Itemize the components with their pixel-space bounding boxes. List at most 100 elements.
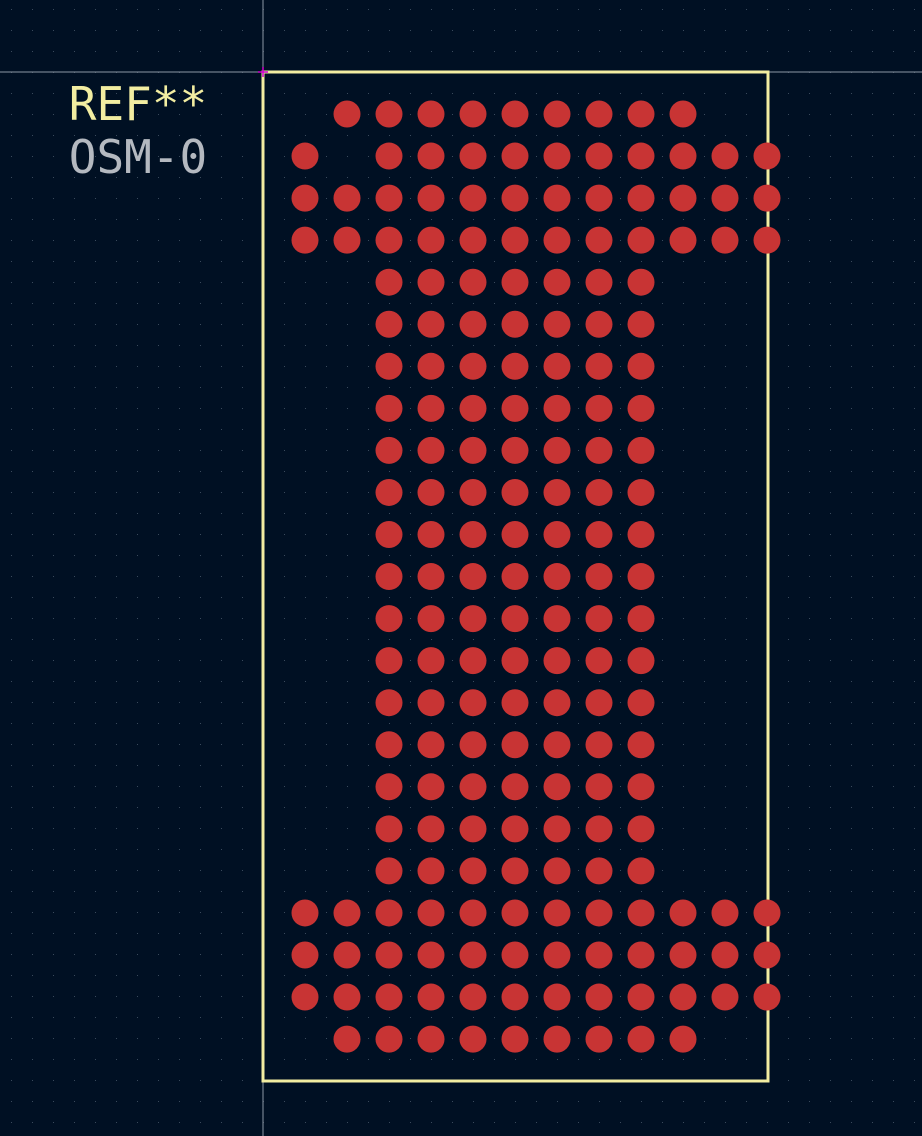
pad[interactable] bbox=[459, 352, 487, 380]
pad[interactable] bbox=[543, 394, 571, 422]
pad[interactable] bbox=[417, 983, 445, 1011]
pad[interactable] bbox=[459, 899, 487, 927]
pad[interactable] bbox=[585, 310, 613, 338]
pad[interactable] bbox=[753, 899, 781, 927]
pad[interactable] bbox=[333, 983, 361, 1011]
pad[interactable] bbox=[501, 773, 529, 801]
pad[interactable] bbox=[753, 226, 781, 254]
pad[interactable] bbox=[375, 394, 403, 422]
pad[interactable] bbox=[753, 941, 781, 969]
pad[interactable] bbox=[501, 983, 529, 1011]
pad[interactable] bbox=[417, 815, 445, 843]
pad[interactable] bbox=[627, 857, 655, 885]
pad[interactable] bbox=[459, 647, 487, 675]
pad[interactable] bbox=[627, 1025, 655, 1053]
pad[interactable] bbox=[585, 731, 613, 759]
pad[interactable] bbox=[375, 773, 403, 801]
pad[interactable] bbox=[501, 815, 529, 843]
pad[interactable] bbox=[627, 478, 655, 506]
pad[interactable] bbox=[291, 899, 319, 927]
pad[interactable] bbox=[375, 941, 403, 969]
pad[interactable] bbox=[585, 1025, 613, 1053]
pad[interactable] bbox=[543, 521, 571, 548]
value-label[interactable]: OSM-0 bbox=[69, 130, 207, 184]
pad[interactable] bbox=[501, 394, 529, 422]
pad[interactable] bbox=[501, 1025, 529, 1053]
pad[interactable] bbox=[543, 268, 571, 296]
pad[interactable] bbox=[711, 983, 739, 1011]
pad[interactable] bbox=[459, 478, 487, 506]
pad[interactable] bbox=[417, 899, 445, 927]
pad[interactable] bbox=[543, 689, 571, 717]
pad[interactable] bbox=[585, 773, 613, 801]
pad[interactable] bbox=[585, 605, 613, 633]
pad[interactable] bbox=[375, 142, 403, 170]
pad[interactable] bbox=[585, 394, 613, 422]
pad[interactable] bbox=[627, 563, 655, 591]
pad[interactable] bbox=[375, 436, 403, 464]
pad[interactable] bbox=[459, 100, 487, 128]
pad[interactable] bbox=[669, 184, 697, 212]
pad[interactable] bbox=[417, 605, 445, 633]
pad[interactable] bbox=[459, 394, 487, 422]
pad[interactable] bbox=[375, 563, 403, 591]
pad[interactable] bbox=[501, 563, 529, 591]
pad[interactable] bbox=[585, 352, 613, 380]
pad[interactable] bbox=[627, 521, 655, 548]
pad[interactable] bbox=[585, 689, 613, 717]
pad[interactable] bbox=[501, 857, 529, 885]
pad[interactable] bbox=[585, 521, 613, 548]
pad[interactable] bbox=[333, 184, 361, 212]
pad[interactable] bbox=[543, 142, 571, 170]
pad[interactable] bbox=[585, 647, 613, 675]
pad[interactable] bbox=[417, 941, 445, 969]
pad[interactable] bbox=[375, 1025, 403, 1053]
pad[interactable] bbox=[417, 521, 445, 548]
pad[interactable] bbox=[585, 184, 613, 212]
pad[interactable] bbox=[375, 226, 403, 254]
pad[interactable] bbox=[333, 226, 361, 254]
pad[interactable] bbox=[543, 184, 571, 212]
pad[interactable] bbox=[669, 941, 697, 969]
pad[interactable] bbox=[543, 941, 571, 969]
pad[interactable] bbox=[543, 310, 571, 338]
pad[interactable] bbox=[501, 142, 529, 170]
pad[interactable] bbox=[669, 142, 697, 170]
pad[interactable] bbox=[501, 521, 529, 548]
pad[interactable] bbox=[543, 899, 571, 927]
pad[interactable] bbox=[417, 647, 445, 675]
pad[interactable] bbox=[627, 983, 655, 1011]
pad[interactable] bbox=[375, 605, 403, 633]
pad[interactable] bbox=[459, 521, 487, 548]
pad[interactable] bbox=[543, 100, 571, 128]
pad[interactable] bbox=[543, 563, 571, 591]
pad[interactable] bbox=[459, 857, 487, 885]
pad[interactable] bbox=[585, 563, 613, 591]
pad[interactable] bbox=[375, 310, 403, 338]
pad[interactable] bbox=[627, 731, 655, 759]
pad[interactable] bbox=[333, 1025, 361, 1053]
pad[interactable] bbox=[417, 436, 445, 464]
pad[interactable] bbox=[543, 983, 571, 1011]
pad[interactable] bbox=[627, 310, 655, 338]
pad[interactable] bbox=[417, 310, 445, 338]
pad[interactable] bbox=[669, 226, 697, 254]
pad[interactable] bbox=[627, 100, 655, 128]
pad[interactable] bbox=[711, 899, 739, 927]
pad[interactable] bbox=[375, 521, 403, 548]
pad[interactable] bbox=[417, 352, 445, 380]
reference-label[interactable]: REF** bbox=[69, 77, 207, 131]
pad[interactable] bbox=[585, 857, 613, 885]
pad[interactable] bbox=[585, 815, 613, 843]
pad[interactable] bbox=[669, 100, 697, 128]
pad[interactable] bbox=[711, 941, 739, 969]
pad[interactable] bbox=[501, 941, 529, 969]
pad[interactable] bbox=[585, 941, 613, 969]
pad[interactable] bbox=[291, 184, 319, 212]
pad[interactable] bbox=[459, 941, 487, 969]
pad[interactable] bbox=[291, 941, 319, 969]
pad[interactable] bbox=[417, 394, 445, 422]
pad[interactable] bbox=[627, 605, 655, 633]
pad[interactable] bbox=[501, 226, 529, 254]
pad[interactable] bbox=[459, 268, 487, 296]
